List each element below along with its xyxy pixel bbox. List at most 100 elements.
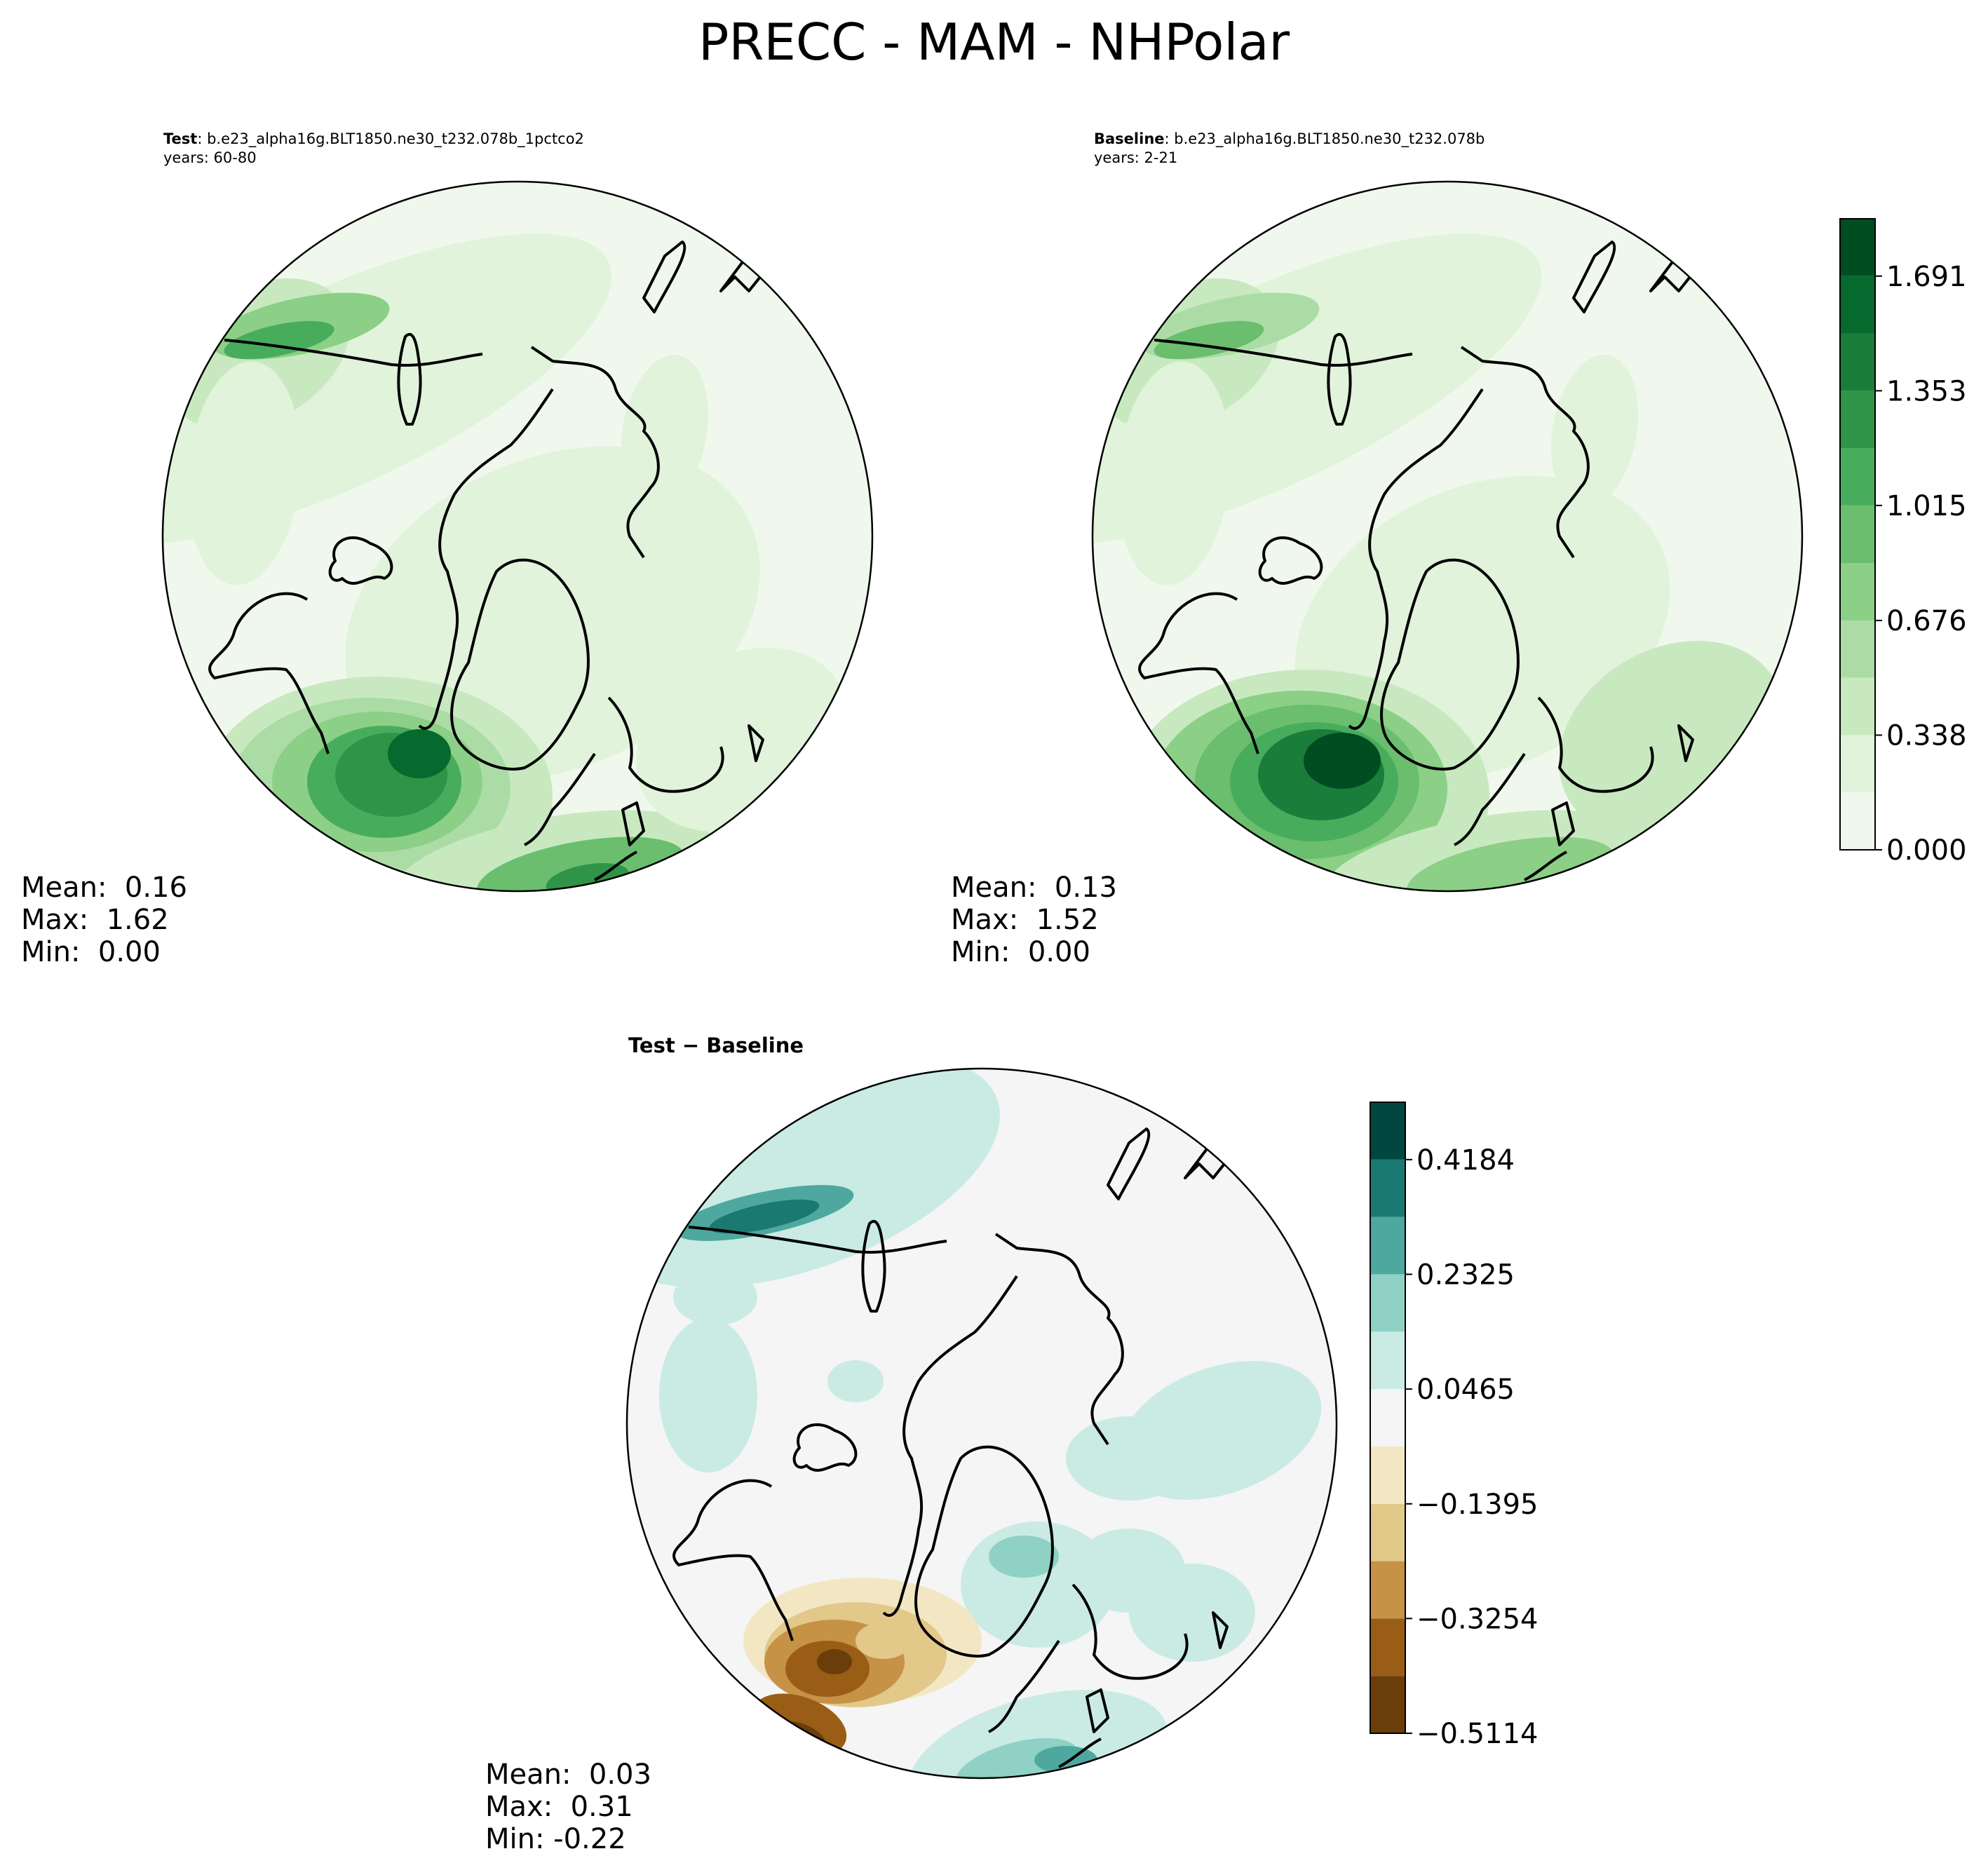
diff-contour-region — [856, 1622, 912, 1659]
diff-contour-region — [709, 1199, 820, 1234]
diff-colorbar: −0.5114 −0.3254 −0.1395 0.0465 0.2325 0.4184 — [1370, 1102, 1538, 1750]
diff-contour-region — [673, 1269, 757, 1325]
diff-contour-region — [1066, 1416, 1192, 1500]
diff-coastline — [792, 1423, 858, 1472]
diff-polar-map — [626, 1067, 1338, 1780]
test-contour-region — [224, 320, 334, 360]
baseline-coastline — [1130, 794, 1175, 839]
diff-colorbar-bin — [1370, 1274, 1405, 1332]
baseline-coastline — [1454, 752, 1526, 846]
precip-colorbar-bin — [1840, 792, 1875, 850]
precip-colorbar-bin — [1840, 735, 1875, 793]
diff-contour-region — [659, 1318, 757, 1472]
baseline-contour-region — [1117, 361, 1231, 585]
baseline-coastline — [1460, 346, 1590, 559]
diff-colorbar-bin — [1370, 1503, 1405, 1561]
test-coastline — [621, 801, 645, 846]
test-label-case: : b.e23_alpha16g.BLT1850.ne30_t232.078b_… — [197, 130, 584, 147]
test-polar-map — [161, 180, 874, 893]
baseline-contour-region — [1550, 355, 1639, 508]
baseline-contour-region — [1154, 320, 1264, 360]
test-stats: Mean: 0.16 Max: 1.62 Min: 0.00 — [21, 872, 187, 968]
diff-colorbar-bin — [1370, 1389, 1405, 1446]
diff-max: Max: 0.31 — [485, 1791, 633, 1823]
test-coastline — [748, 724, 764, 762]
diff-contour-region — [827, 1360, 884, 1402]
baseline-coastline — [1551, 801, 1575, 846]
test-coastline — [397, 332, 422, 426]
precip-colorbar-frame — [1839, 218, 1876, 851]
test-coastline — [594, 851, 637, 881]
diff-contour-region — [1129, 1564, 1255, 1662]
baseline-coastline — [1677, 724, 1694, 762]
precip-colorbar-tick-label: 0.338 — [1886, 719, 1967, 752]
test-map-boundary — [161, 180, 874, 893]
precip-colorbar-bin — [1840, 276, 1875, 334]
baseline-coastline — [1327, 332, 1352, 426]
baseline-mean: Mean: 0.13 — [951, 872, 1117, 904]
baseline-coastline — [1348, 388, 1484, 730]
diff-coastline — [988, 1639, 1060, 1733]
precip-colorbar-bin — [1840, 677, 1875, 736]
diff-colorbar-bin — [1370, 1217, 1405, 1275]
diff-coastline — [1058, 1737, 1102, 1768]
precip-colorbar-bin — [1840, 620, 1875, 678]
test-years: years: 60-80 — [163, 149, 257, 166]
baseline-coastline — [1154, 339, 1413, 367]
diff-colorbar-bin — [1370, 1159, 1405, 1217]
precip-colorbar-bin — [1840, 219, 1875, 276]
precip-colorbar-tick-label: 1.353 — [1886, 375, 1967, 407]
diff-coastline — [1071, 1583, 1189, 1680]
baseline-coastline — [1572, 240, 1616, 313]
diff-contour-region — [989, 1536, 1059, 1578]
test-coastline — [224, 339, 483, 367]
precip-colorbar-tick-label: 1.691 — [1886, 261, 1967, 293]
diff-coastline — [1086, 1688, 1109, 1733]
baseline-coastline — [1380, 558, 1520, 771]
diff-stats: Mean: 0.03 Max: 0.31 Min: -0.22 — [485, 1759, 651, 1855]
diff-colorbar-bin — [1370, 1446, 1405, 1504]
diff-contour-region — [1034, 1746, 1097, 1774]
baseline-panel-label: Baseline: b.e23_alpha16g.BLT1850.ne30_t2… — [1094, 130, 1485, 168]
precip-colorbar-bin — [1840, 391, 1875, 449]
diff-colorbar-tick-label: −0.5114 — [1416, 1718, 1538, 1750]
test-max: Max: 1.62 — [21, 904, 169, 936]
baseline-map-boundary — [1091, 180, 1804, 893]
baseline-label-case: : b.e23_alpha16g.BLT1850.ne30_t232.078b — [1164, 130, 1485, 147]
test-coastline — [524, 752, 596, 846]
diff-coastline — [688, 1226, 947, 1254]
precip-colorbar-bin — [1840, 505, 1875, 564]
test-mean: Mean: 0.16 — [21, 872, 187, 904]
diff-colorbar-bin — [1370, 1618, 1405, 1676]
test-coastline — [201, 794, 245, 839]
diff-colorbar-tick-label: 0.2325 — [1416, 1259, 1515, 1291]
diff-colorbar-tick-label: −0.1395 — [1416, 1489, 1538, 1521]
test-panel-label: Test: b.e23_alpha16g.BLT1850.ne30_t232.0… — [163, 130, 584, 168]
baseline-coastline — [1258, 536, 1323, 585]
test-coastline — [450, 558, 590, 771]
baseline-contour-region — [1304, 733, 1381, 789]
diff-coastline — [914, 1445, 1054, 1658]
diff-colorbar-tick-label: −0.3254 — [1416, 1603, 1538, 1635]
precip-colorbar-tick-label: 0.676 — [1886, 605, 1967, 637]
diff-min: Min: -0.22 — [485, 1823, 626, 1855]
baseline-min: Min: 0.00 — [951, 936, 1090, 968]
baseline-polar-map — [1091, 180, 1804, 893]
diff-colorbar-bin — [1370, 1332, 1405, 1390]
baseline-coastline — [1138, 592, 1259, 754]
test-coastline — [208, 592, 330, 754]
test-min: Min: 0.00 — [21, 936, 161, 968]
baseline-label-name: Baseline — [1094, 130, 1165, 147]
diff-contour-region — [817, 1649, 852, 1674]
test-coastline — [328, 536, 393, 585]
diff-colorbar-tick-label: 0.0465 — [1416, 1374, 1515, 1406]
diff-coastline — [1107, 1127, 1151, 1200]
diff-colorbar-tick-label: 0.4184 — [1416, 1144, 1515, 1177]
precip-colorbar: 0.000 0.338 0.676 1.015 1.353 1.691 — [1839, 218, 1967, 867]
test-coastline — [607, 696, 724, 793]
baseline-coastline — [1537, 696, 1654, 793]
diff-coastline — [882, 1275, 1018, 1617]
precip-colorbar-tick-label: 1.015 — [1886, 490, 1967, 522]
baseline-stats: Mean: 0.13 Max: 1.52 Min: 0.00 — [951, 872, 1117, 968]
test-coastline — [530, 346, 660, 559]
